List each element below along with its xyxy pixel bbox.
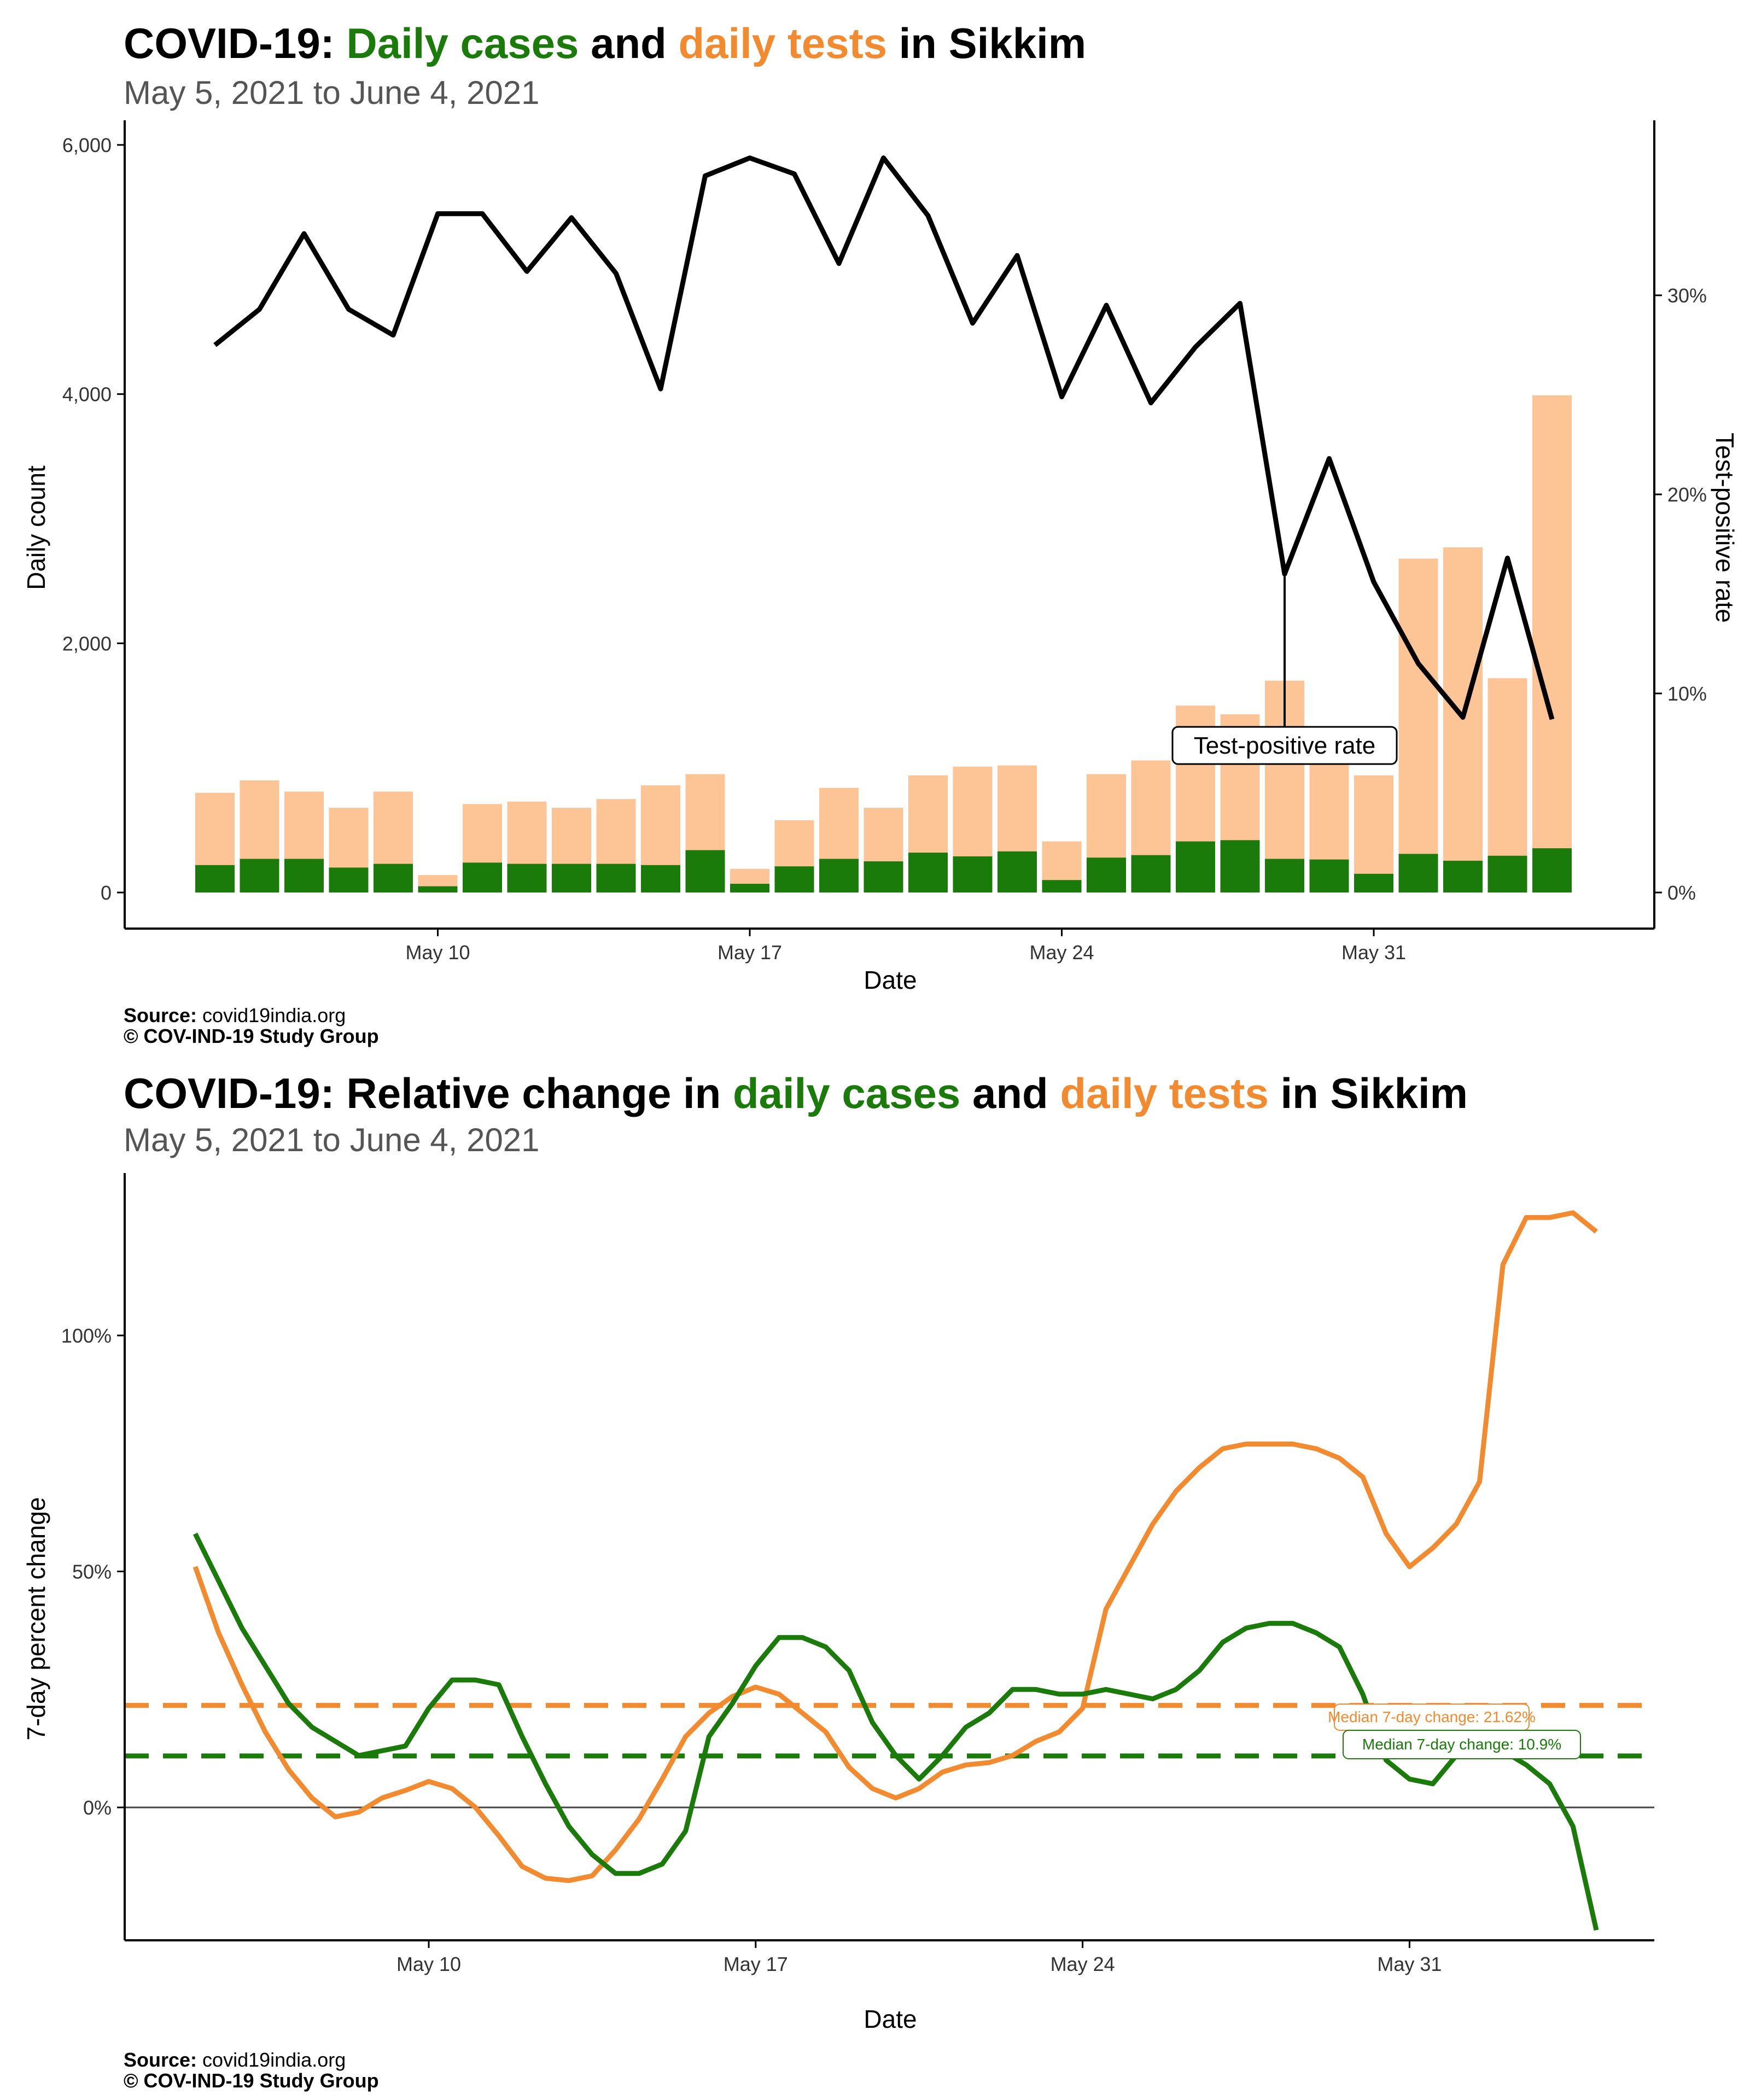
- x-tick-label: May 31: [1377, 1953, 1442, 1975]
- title-cases: Daily cases: [346, 19, 579, 67]
- x-axis-label: Date: [864, 966, 917, 994]
- cases-bar: [1220, 840, 1260, 892]
- source-value: covid19india.org: [197, 1004, 346, 1026]
- annotation-box: [1171, 726, 1398, 765]
- x-tick-label: May 10: [405, 941, 470, 964]
- title-suffix: in Sikkim: [1268, 1069, 1468, 1117]
- cases-bar: [240, 859, 279, 892]
- y-tick-label: 2,000: [62, 632, 112, 655]
- cases-bar: [1488, 855, 1527, 892]
- cases-bar: [284, 859, 324, 892]
- title-and: and: [960, 1069, 1060, 1117]
- source-value: covid19india.org: [197, 2049, 346, 2071]
- tpr-line: [213, 155, 1555, 720]
- cases-bar: [596, 864, 636, 892]
- title-tests: daily tests: [1060, 1069, 1269, 1117]
- cases-bar: [374, 864, 413, 892]
- y-tick-label: 6,000: [62, 134, 112, 156]
- median-labels-group: Median 7-day change: 21.62% Median 7-day…: [1328, 1704, 1581, 1759]
- cases-bar: [998, 851, 1037, 892]
- y2-tick-label: 0%: [1667, 882, 1696, 904]
- y-tick-label: 50%: [72, 1561, 112, 1583]
- cases-bar: [908, 853, 948, 892]
- y-tick-label: 4,000: [62, 383, 112, 406]
- median-cases-label-box: [1343, 1730, 1581, 1759]
- source-bottom: Source: covid19india.org © COV-IND-19 St…: [124, 2050, 379, 2091]
- x-tick-label: May 24: [1051, 1953, 1115, 1975]
- annotation-label: Test-positive rate: [1194, 732, 1376, 759]
- cases-bar: [552, 864, 591, 892]
- chart-title-bottom: COVID-19: Relative change in daily cases…: [124, 1072, 1468, 1115]
- x-tick-label: May 17: [724, 1953, 788, 1975]
- chart-subtitle-bottom: May 5, 2021 to June 4, 2021: [124, 1122, 540, 1158]
- title-prefix: COVID-19: Relative change in: [124, 1069, 733, 1117]
- cases-bar: [195, 865, 235, 892]
- cases-bar: [1443, 860, 1483, 892]
- tests-bar: [1443, 547, 1483, 892]
- title-tests: daily tests: [678, 19, 887, 67]
- relative-change-panel: COVID-19: Relative change in daily cases…: [0, 1055, 1750, 2100]
- cases-bar: [1176, 841, 1215, 892]
- tpr-annotation-group: Test-positive rate: [1171, 574, 1398, 765]
- y-axis-label: Daily count: [22, 465, 50, 590]
- daily-count-chart: Test-positive rate 0 2,000 4,000 6,000 0% 10%…: [22, 120, 1739, 994]
- chart-title-top: COVID-19: Daily cases and daily tests in…: [124, 22, 1086, 65]
- cases-bar: [1398, 854, 1438, 892]
- cases-bar: [819, 859, 859, 892]
- y2-tick-label: 30%: [1667, 284, 1707, 307]
- cases-bar: [1354, 873, 1393, 892]
- cases-bar: [953, 856, 993, 892]
- cases-bar: [641, 865, 680, 892]
- y2-tick-label: 20%: [1667, 483, 1707, 506]
- cases-bar: [1532, 848, 1572, 892]
- x-axis-label: Date: [864, 2005, 917, 2033]
- title-suffix: in Sikkim: [886, 19, 1087, 67]
- y-tick-label: 0: [101, 882, 112, 904]
- x-tick-label: May 24: [1029, 941, 1094, 964]
- median-cases-label: Median 7-day change: 10.9%: [1362, 1736, 1561, 1753]
- title-prefix: COVID-19:: [124, 19, 347, 67]
- daily-cases-tests-panel: COVID-19: Daily cases and daily tests in…: [22, 22, 1739, 1047]
- y2-tick-label: 10%: [1667, 682, 1707, 705]
- chart-subtitle-top: May 5, 2021 to June 4, 2021: [124, 74, 540, 111]
- y-tick-label: 100%: [61, 1325, 112, 1347]
- cases-bar: [463, 862, 502, 892]
- cases-bar: [1087, 858, 1126, 892]
- bottom-axes: 0% 50% 100% May 10 May 17 May 24 May 31: [61, 1173, 1654, 1975]
- tests-bar: [1532, 395, 1572, 892]
- cases-bar: [507, 864, 547, 892]
- cases-bar: [1131, 855, 1171, 892]
- tests-bar-group: [195, 395, 1572, 892]
- cases-bar-group: [195, 840, 1572, 892]
- source-label: Source:: [124, 1004, 197, 1026]
- copyright: © COV-IND-19 Study Group: [124, 2069, 379, 2092]
- copyright: © COV-IND-19 Study Group: [124, 1024, 379, 1047]
- tests-bar: [1398, 558, 1438, 892]
- median-tests-label: Median 7-day change: 21.62%: [1328, 1708, 1536, 1725]
- cases-bar: [864, 861, 903, 892]
- cases-bar: [1265, 859, 1304, 892]
- tests-bar: [1354, 775, 1393, 892]
- cases-bar: [1309, 859, 1349, 892]
- tests-change-line: [192, 1210, 1598, 1883]
- cases-bar: [418, 886, 458, 892]
- x-tick-label: May 10: [396, 1953, 461, 1975]
- cases-bar: [730, 884, 769, 892]
- y-axis-label: 7-day percent change: [22, 1497, 50, 1741]
- x-tick-label: May 31: [1341, 941, 1406, 964]
- top-axes: 0 2,000 4,000 6,000 0% 10% 20% 30% May 10 May 17 M…: [62, 120, 1707, 964]
- source-label: Source:: [124, 2049, 197, 2071]
- y-tick-label: 0%: [83, 1796, 112, 1819]
- title-and: and: [579, 19, 679, 67]
- source-top: Source: covid19india.org © COV-IND-19 St…: [124, 1005, 379, 1047]
- relative-change-chart: Median 7-day change: 21.62% Median 7-day…: [22, 1173, 1654, 2033]
- y2-axis-label: Test-positive rate: [1711, 433, 1739, 623]
- cases-bar: [329, 867, 369, 892]
- cases-change-line: [192, 1532, 1599, 1931]
- title-cases: daily cases: [732, 1069, 961, 1117]
- cases-bar: [685, 850, 725, 892]
- cases-bar: [774, 866, 814, 892]
- x-tick-label: May 17: [718, 941, 782, 964]
- cases-bar: [1042, 880, 1082, 892]
